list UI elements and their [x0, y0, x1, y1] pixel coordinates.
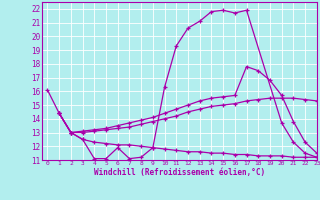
X-axis label: Windchill (Refroidissement éolien,°C): Windchill (Refroidissement éolien,°C): [94, 168, 265, 177]
